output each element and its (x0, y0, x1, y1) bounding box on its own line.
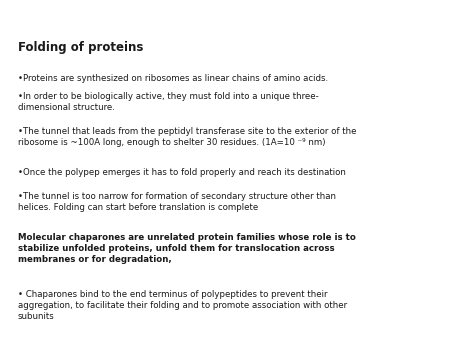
Text: •Proteins are synthesized on ribosomes as linear chains of amino acids.: •Proteins are synthesized on ribosomes a… (18, 74, 328, 83)
Text: Folding of proteins: Folding of proteins (18, 41, 144, 53)
Text: •In order to be biologically active, they must fold into a unique three-
dimensi: •In order to be biologically active, the… (18, 92, 319, 112)
Text: Molecular chaparones are unrelated protein families whose role is to
stabilize u: Molecular chaparones are unrelated prote… (18, 233, 356, 264)
Text: •Once the polypep emerges it has to fold properly and reach its destination: •Once the polypep emerges it has to fold… (18, 168, 346, 177)
Text: •The tunnel that leads from the peptidyl transferase site to the exterior of the: •The tunnel that leads from the peptidyl… (18, 127, 356, 147)
Text: •The tunnel is too narrow for formation of secondary structure other than
helice: •The tunnel is too narrow for formation … (18, 192, 336, 212)
Text: • Chaparones bind to the end terminus of polypeptides to prevent their
aggregati: • Chaparones bind to the end terminus of… (18, 290, 347, 320)
